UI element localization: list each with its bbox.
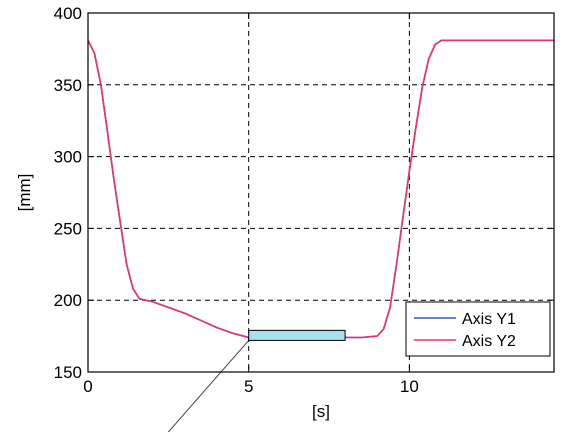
plot-frame (87, 12, 555, 373)
legend-label: Axis Y1 (462, 311, 516, 328)
x-axis-label: [s] (312, 402, 330, 421)
x-tick-label: 10 (400, 377, 419, 396)
y-tick-label: 400 (54, 4, 82, 23)
y-axis-label: [mm] (15, 174, 34, 212)
x-tick-label: 0 (83, 377, 92, 396)
legend-box (405, 301, 551, 357)
pointer-line (163, 340, 250, 437)
highlight-box (248, 329, 346, 341)
x-tick-label: 5 (244, 377, 253, 396)
y-tick-label: 350 (54, 76, 82, 95)
axis-ticks: 0 5 10 150 200 250 300 350 400 (54, 4, 554, 396)
legend-label: Axis Y2 (462, 333, 516, 350)
y-tick-label: 200 (54, 291, 82, 310)
legend: Axis Y1 Axis Y2 (405, 301, 551, 357)
y-tick-label: 250 (54, 219, 82, 238)
y-tick-label: 300 (54, 148, 82, 167)
annotation (163, 329, 346, 437)
y-tick-label: 150 (54, 363, 82, 382)
